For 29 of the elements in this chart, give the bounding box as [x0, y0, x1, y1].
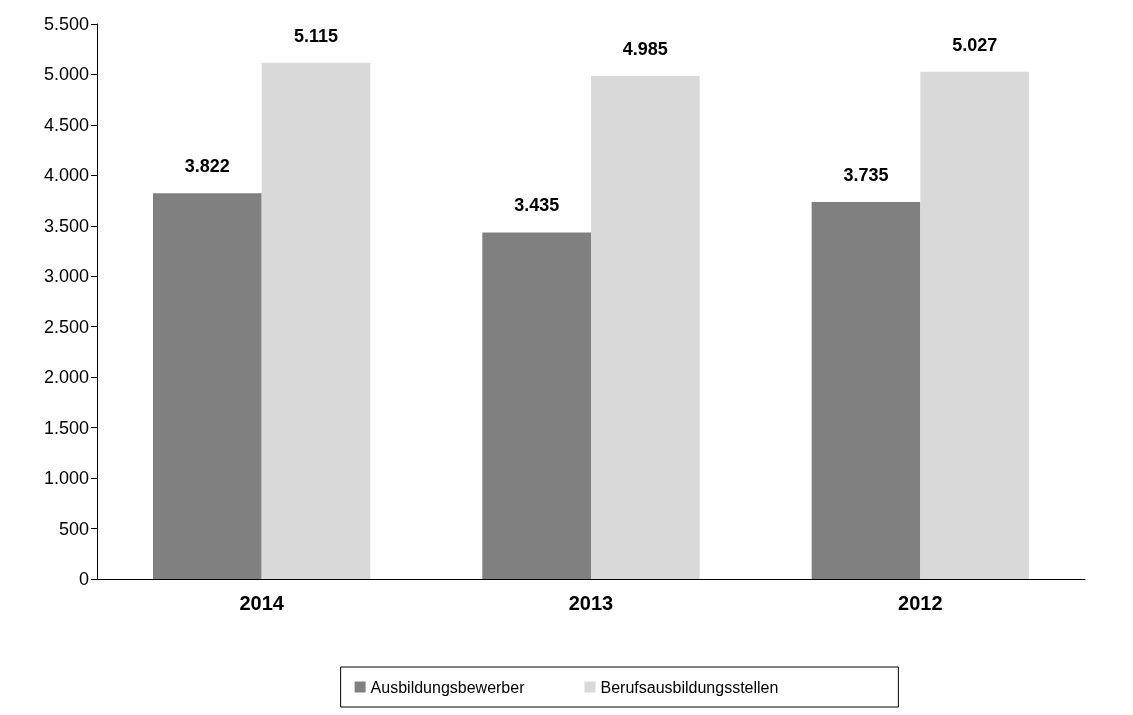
legend-label: Berufsausbildungsstellen [600, 678, 779, 696]
data-label: 3.735 [843, 165, 889, 186]
data-label: 5.027 [952, 34, 998, 55]
y-tick-label: 4.500 [43, 114, 89, 135]
x-tick-label: 2013 [568, 592, 614, 614]
y-tick-label: 5.000 [43, 64, 89, 85]
y-tick-label: 2.000 [43, 367, 89, 388]
y-tick-label: 5.500 [43, 14, 89, 34]
y-tick-label: 1.000 [43, 468, 89, 489]
bar [482, 232, 591, 579]
bar [261, 62, 371, 579]
x-tick-label: 2014 [239, 592, 285, 614]
data-label: 4.985 [622, 38, 668, 59]
bar [811, 202, 921, 579]
y-tick-label: 2.500 [43, 316, 89, 337]
y-tick-label: 500 [58, 518, 89, 539]
data-label: 3.435 [514, 195, 560, 216]
bar [920, 71, 1030, 579]
data-label: 3.822 [184, 156, 230, 177]
y-tick-label: 0 [78, 569, 89, 589]
y-tick-label: 3.500 [43, 215, 89, 236]
y-tick-label: 3.000 [43, 266, 89, 287]
y-tick-label: 4.000 [43, 165, 89, 186]
data-label: 5.115 [293, 25, 339, 46]
x-tick-label: 2012 [898, 592, 943, 614]
bar [591, 75, 700, 579]
y-tick-label: 1.500 [43, 417, 89, 438]
legend-label: Ausbildungsbewerber [370, 678, 526, 696]
bar [152, 193, 262, 579]
